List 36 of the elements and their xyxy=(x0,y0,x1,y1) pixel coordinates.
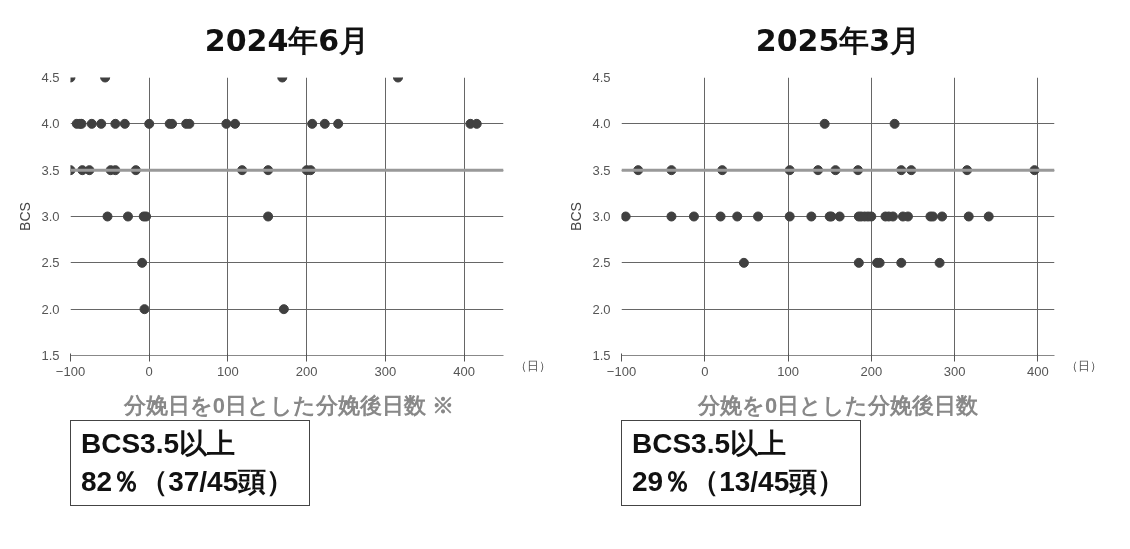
y-tick-label: 4.5 xyxy=(41,70,60,85)
y-tick-label: 1.5 xyxy=(592,348,611,363)
x-tick-label: 300 xyxy=(374,363,397,379)
y-tick-label: 2.0 xyxy=(592,301,611,317)
y-axis-title: BCS xyxy=(568,202,585,231)
y-tick-label: 3.0 xyxy=(592,209,611,224)
x-axis-title: 分娩を0日とした分娩後日数 xyxy=(696,392,980,418)
text: （日） xyxy=(515,358,551,375)
x-tick-label: 100 xyxy=(777,363,799,379)
y-tick-label: 3.5 xyxy=(41,162,60,178)
text: BCS3.5以上 82％（37/45頭） xyxy=(81,427,295,499)
y-tick-label: 4.5 xyxy=(592,70,611,85)
y-axis-title: BCS xyxy=(17,202,34,231)
chart-title: 2025年3月 xyxy=(755,22,921,58)
x-tick-label: 0 xyxy=(145,363,153,379)
y-tick-label: 4.0 xyxy=(41,116,60,132)
y-tick-label: 2.5 xyxy=(41,255,60,271)
chart-title: 2024年6月 xyxy=(204,22,370,58)
x-tick-label: 100 xyxy=(217,363,239,379)
text: BCS3.5以上 29％（13/45頭） xyxy=(632,427,846,499)
x-tick-label: −100 xyxy=(55,363,86,379)
y-tick-label: 3.5 xyxy=(592,162,611,178)
y-tick-label: 1.5 xyxy=(41,348,60,363)
y-tick-label: 2.5 xyxy=(592,255,611,271)
x-tick-label: 400 xyxy=(1027,363,1049,379)
y-tick-label: 3.0 xyxy=(41,209,60,224)
text: （日） xyxy=(1066,358,1102,375)
y-tick-label: 2.0 xyxy=(41,301,60,317)
x-tick-label: 400 xyxy=(453,363,475,379)
x-tick-label: 0 xyxy=(701,363,709,379)
y-tick-label: 4.0 xyxy=(592,116,611,132)
x-tick-label: 200 xyxy=(295,363,318,379)
x-tick-label: 200 xyxy=(860,363,883,379)
x-tick-label: 300 xyxy=(943,363,966,379)
x-axis-title: 分娩日を0日とした分娩後日数 ※ xyxy=(122,392,455,418)
x-tick-label: −100 xyxy=(606,363,637,379)
